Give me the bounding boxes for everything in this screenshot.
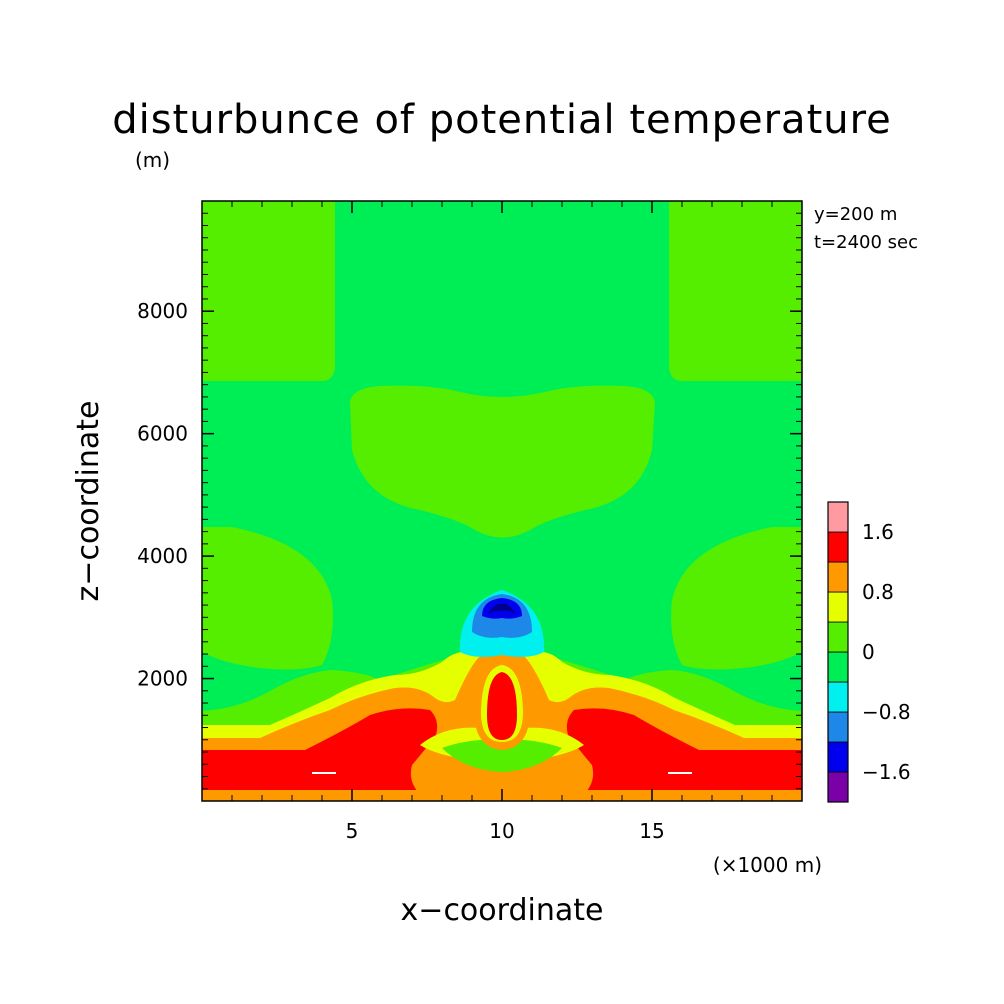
colorbar-swatch [827,561,849,593]
x-axis-label: x−coordinate [401,893,604,928]
colorbar-swatch [827,681,849,713]
x-tick-label: 15 [639,819,664,843]
colorbar-swatch [827,621,849,653]
colorbar-tick-label: −1.6 [862,760,911,784]
colorbar: 1.6 0.8 0 −0.8 −1.6 [827,501,911,803]
contour-upper-left-block [202,201,335,381]
y-tick-label: 4000 [137,544,188,568]
colorbar-swatch [827,651,849,683]
x-unit-label: (×1000 m) [713,853,822,877]
x-tick-label: 5 [346,819,359,843]
contour-cold-bubble-center [488,603,516,614]
contour-mid-left-lobe [202,527,333,670]
colorbar-tick-label: 0 [862,640,875,664]
colorbar-tick-label: −0.8 [862,700,911,724]
y-tick-label: 6000 [137,422,188,446]
y-tick-label: 2000 [137,667,188,691]
contour-field [202,201,802,801]
annotation-y: y=200 m [814,204,897,225]
colorbar-swatch [827,711,849,743]
contour-central-red [487,672,517,740]
colorbar-frame [827,501,849,803]
annotation-t: t=2400 sec [814,232,918,253]
colorbar-swatch [827,531,849,563]
colorbar-tick-label: 0.8 [862,580,894,604]
contour-mid-right-lobe [671,527,802,670]
colorbar-tick-label: 1.6 [862,520,894,544]
y-unit-label: (m) [135,148,170,172]
y-axis-label: z−coordinate [71,401,106,602]
chart-title: disturbunce of potential temperature [112,97,892,143]
y-tick-label: 8000 [137,299,188,323]
colorbar-swatch [827,771,849,803]
contour-upper-right-block [669,201,802,381]
colorbar-swatch [827,591,849,623]
colorbar-swatch [827,501,849,533]
contour-inner-light-green [442,739,562,772]
contour-red-band-right [566,708,802,792]
colorbar-swatch [827,741,849,773]
y-axis: 2000 4000 6000 8000 [137,299,802,691]
contour-red-band-left [202,708,438,792]
x-axis: 5 10 15 [346,201,665,843]
x-tick-label: 10 [489,819,514,843]
contour-upper-middle-lobe [350,385,655,538]
